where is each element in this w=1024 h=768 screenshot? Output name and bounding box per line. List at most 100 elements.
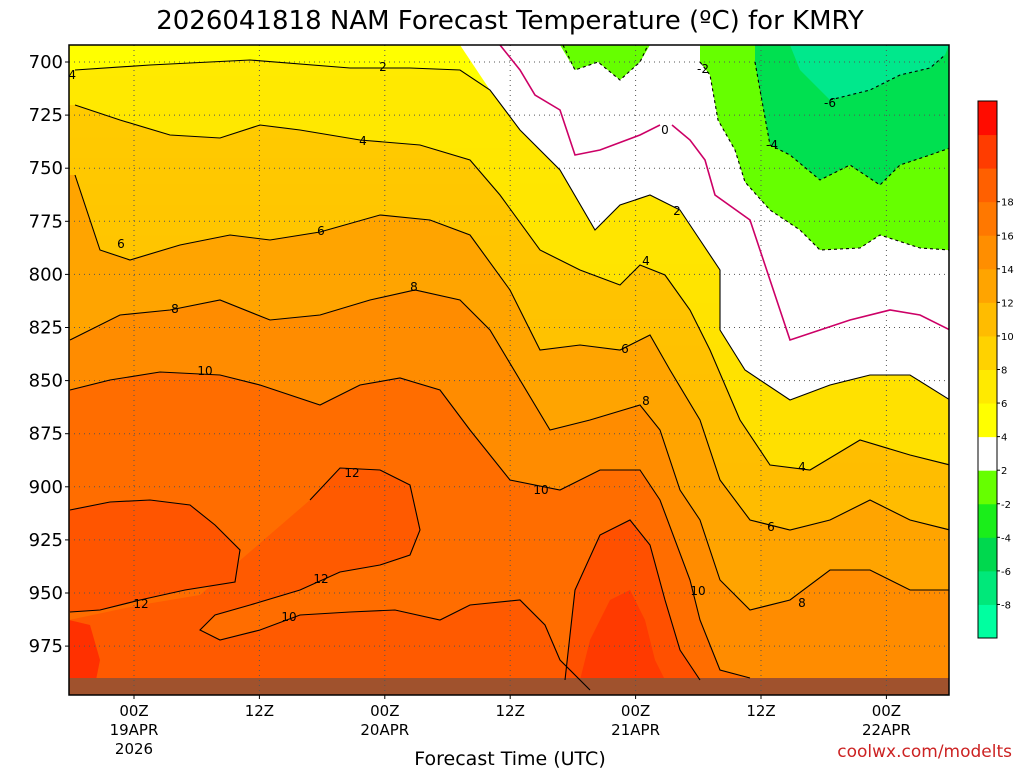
colorbar-swatch [978, 470, 997, 505]
contour-label: 4 [642, 254, 650, 268]
fill-band-4-6 [69, 60, 949, 470]
colorbar-label: 8 [1001, 366, 1007, 377]
contour-12a [69, 499, 241, 613]
date-tick-label: 21APR [611, 721, 660, 739]
pressure-tick-label: 750 [29, 158, 63, 179]
colorbar-swatch [978, 604, 997, 639]
time-tick-label: 12Z [746, 702, 775, 720]
contour-lines: -6 -4 -4 -2 0 2 2 4 4 4 6 6 6 6 8 8 8 8 10 10 10 12 12 12 10 [64, 45, 949, 691]
ground-strip [69, 678, 949, 695]
contour-label: 12 [133, 597, 148, 611]
fill-band-0 [460, 45, 949, 400]
pressure-tick-label: 925 [29, 530, 63, 551]
colorbar-swatch [978, 436, 997, 471]
contour-0b [671, 124, 949, 342]
date-tick-label: 22APR [862, 721, 911, 739]
contour-label: 6 [117, 237, 125, 251]
contour-label: -4 [64, 68, 76, 82]
contour-8 [69, 289, 949, 611]
contour-0a [499, 45, 661, 156]
fill-band-neg-top [560, 45, 650, 80]
contour-label: 6 [317, 224, 325, 238]
chart-title: 2026041818 NAM Forecast Temperature (ºC)… [156, 6, 864, 36]
colorbar-label: 14 [1001, 265, 1014, 276]
colorbar-label: 6 [1001, 399, 1007, 410]
colorbar-label: -6 [1001, 567, 1011, 578]
contour-label: 6 [621, 342, 629, 356]
credit-text: coolwx.com/modelts [837, 742, 1012, 762]
time-tick-label: 00Z [119, 702, 148, 720]
contour-label: 8 [171, 302, 179, 316]
colorbar-label: 12 [1001, 298, 1014, 309]
contour--6 [829, 54, 946, 101]
pressure-tick-label: 800 [29, 264, 63, 285]
contour-label: 10 [197, 364, 212, 378]
colorbar-label: 16 [1001, 231, 1014, 242]
time-tick-label: 12Z [496, 702, 525, 720]
pressure-tick-label: 975 [29, 636, 63, 657]
time-tick-label: 00Z [621, 702, 650, 720]
contour-12c [564, 519, 701, 681]
contour-label: 2 [379, 60, 387, 74]
colorbar-swatch [978, 335, 997, 370]
colorbar-label: -2 [1001, 500, 1011, 511]
fill-band-16-c [580, 590, 665, 680]
contour-label: 12 [313, 572, 328, 586]
plot-frame [68, 44, 950, 696]
colorbar-swatch [978, 268, 997, 303]
contour-4 [74, 104, 949, 471]
contour-label: 8 [410, 280, 418, 294]
pressure-tick-label: 775 [29, 211, 63, 232]
colorbar-label: 2 [1001, 466, 1007, 477]
colorbar-swatch [978, 570, 997, 605]
pressure-tick-label: 700 [29, 52, 63, 73]
fill-band-neg-4 [755, 45, 949, 185]
colorbar-swatch [978, 235, 997, 270]
contour--2 [562, 45, 649, 81]
contour-label: 10 [533, 483, 548, 497]
colorbar-label: -4 [1001, 533, 1011, 544]
contour-label: -6 [824, 96, 836, 110]
contour-12b [199, 467, 591, 691]
contour-label: 10 [281, 610, 296, 624]
pressure-tick-label: 950 [29, 583, 63, 604]
contour-label: 4 [359, 134, 367, 148]
contour-label: 4 [798, 460, 806, 474]
pressure-axis: 700 725 750 775 800 825 850 875 900 925 950 975 [29, 52, 69, 657]
pressure-tick-label: 875 [29, 424, 63, 445]
colorbar-swatch [978, 403, 997, 438]
date-tick-label: 19APR [110, 721, 159, 739]
grid-lines [69, 45, 949, 695]
colorbar-swatch [978, 369, 997, 404]
colorbar: -8 -6 -4 -2 2 4 6 8 10 12 14 16 18 [977, 100, 1014, 639]
contour--4 [754, 61, 949, 186]
pressure-tick-label: 900 [29, 477, 63, 498]
colorbar-label: -8 [1001, 600, 1011, 611]
contour-label: -2 [697, 62, 709, 76]
colorbar-swatch [978, 168, 997, 203]
contour-label: 2 [673, 204, 681, 218]
colorbar-swatch [978, 503, 997, 538]
colorbar-swatch [978, 302, 997, 337]
contour-label: 8 [642, 394, 650, 408]
contour-6 [74, 174, 949, 531]
fill-band-neg-6 [790, 45, 949, 100]
pressure-tick-label: 725 [29, 105, 63, 126]
contour-label: 10 [690, 584, 705, 598]
pressure-tick-label: 850 [29, 371, 63, 392]
fill-band-14-b [69, 468, 590, 690]
contour-10 [69, 371, 751, 679]
colorbar-swatch [978, 537, 997, 572]
fill-band-8-10 [69, 175, 949, 610]
time-tick-label: 00Z [872, 702, 901, 720]
colorbar-swatch [978, 101, 997, 136]
colorbar-label: 4 [1001, 433, 1007, 444]
colorbar-swatch [978, 201, 997, 236]
colorbar-swatch [978, 134, 997, 169]
contour-label: 6 [767, 520, 775, 534]
colorbar-label: 10 [1001, 332, 1014, 343]
fill-band-14-a [69, 500, 240, 612]
contour--2b [699, 61, 949, 251]
